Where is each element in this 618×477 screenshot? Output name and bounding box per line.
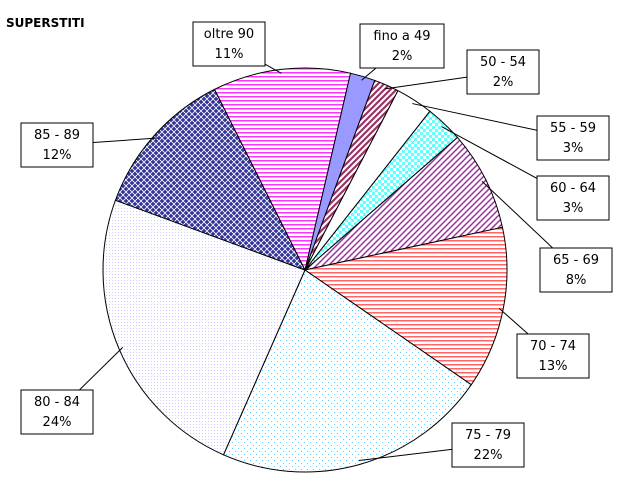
- category-label: 55 - 59: [550, 121, 596, 136]
- category-label: 65 - 69: [553, 253, 599, 268]
- category-label: 60 - 64: [550, 181, 596, 196]
- pie-slice: [114, 88, 307, 271]
- label-box: [539, 247, 613, 293]
- label-box: [20, 122, 94, 168]
- value-label: 2%: [392, 49, 413, 64]
- value-label: 3%: [563, 141, 584, 156]
- value-label: 24%: [43, 415, 72, 430]
- value-label: 12%: [43, 148, 72, 163]
- label-box: [451, 422, 525, 468]
- category-label: oltre 90: [204, 27, 254, 42]
- value-label: 8%: [566, 273, 587, 288]
- value-label: 11%: [215, 47, 244, 62]
- label-box: [536, 115, 610, 161]
- label-box: [192, 21, 266, 67]
- category-label: 85 - 89: [34, 128, 80, 143]
- label-box: [359, 23, 445, 69]
- pie-slice: [222, 269, 472, 473]
- pie-slice: [303, 226, 508, 386]
- value-label: 13%: [539, 359, 568, 374]
- category-label: 75 - 79: [465, 428, 511, 443]
- label-box: [536, 175, 610, 221]
- value-label: 2%: [493, 75, 514, 90]
- chart-title: SUPERSTITI: [6, 16, 85, 30]
- pie-slice: [102, 199, 306, 456]
- label-box: [466, 49, 540, 95]
- pie-slice: [304, 136, 504, 271]
- label-box: [516, 333, 590, 379]
- category-label: 50 - 54: [480, 55, 526, 70]
- pie-slice: [213, 67, 352, 272]
- category-label: 80 - 84: [34, 395, 80, 410]
- value-label: 22%: [474, 448, 503, 463]
- label-box: [20, 389, 94, 435]
- category-label: fino a 49: [373, 29, 430, 44]
- category-label: 70 - 74: [530, 339, 576, 354]
- value-label: 3%: [563, 201, 584, 216]
